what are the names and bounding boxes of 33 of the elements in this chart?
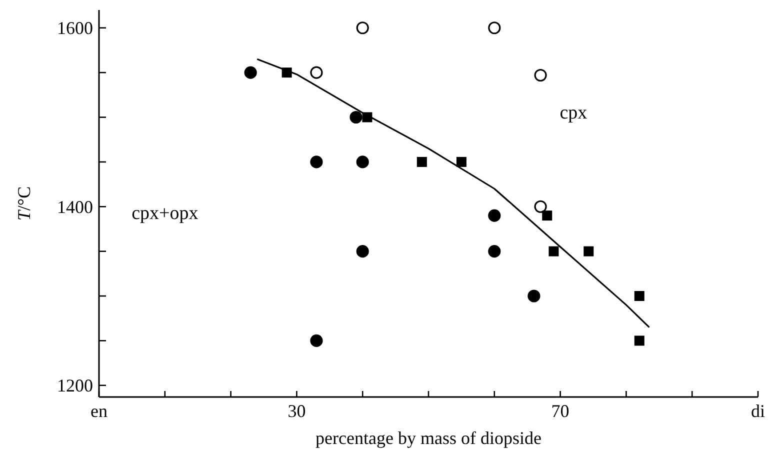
point (356, 245, 369, 258)
point (634, 291, 644, 302)
point (310, 66, 323, 79)
point (488, 245, 501, 258)
point (548, 246, 559, 256)
point (488, 22, 501, 34)
point (244, 66, 257, 79)
point (534, 68, 547, 82)
y-tick-label: 1200 (57, 376, 93, 396)
point (356, 22, 369, 34)
point (634, 336, 644, 346)
y-tick-label: 1600 (57, 18, 93, 38)
x-tick-label: 30 (288, 401, 306, 421)
point (456, 156, 466, 167)
annotation: cpx (560, 102, 588, 124)
point (542, 210, 552, 221)
y-axis-title: T/°C (14, 186, 34, 221)
point (350, 110, 362, 124)
point (534, 200, 547, 213)
x-tick-label: 70 (551, 401, 570, 421)
x-tick-label: en (90, 401, 108, 421)
point (416, 156, 427, 167)
point (488, 209, 501, 222)
point (528, 290, 540, 302)
y-tick-label: 1400 (57, 196, 93, 217)
point (356, 156, 369, 168)
point (310, 156, 323, 168)
point (310, 334, 323, 347)
line-series (256, 58, 650, 328)
annotation: cpx+opx (132, 202, 199, 224)
x-axis-title: percentage by mass of diopside (316, 428, 542, 448)
x-tick-label: di (750, 401, 766, 421)
point (584, 246, 594, 256)
